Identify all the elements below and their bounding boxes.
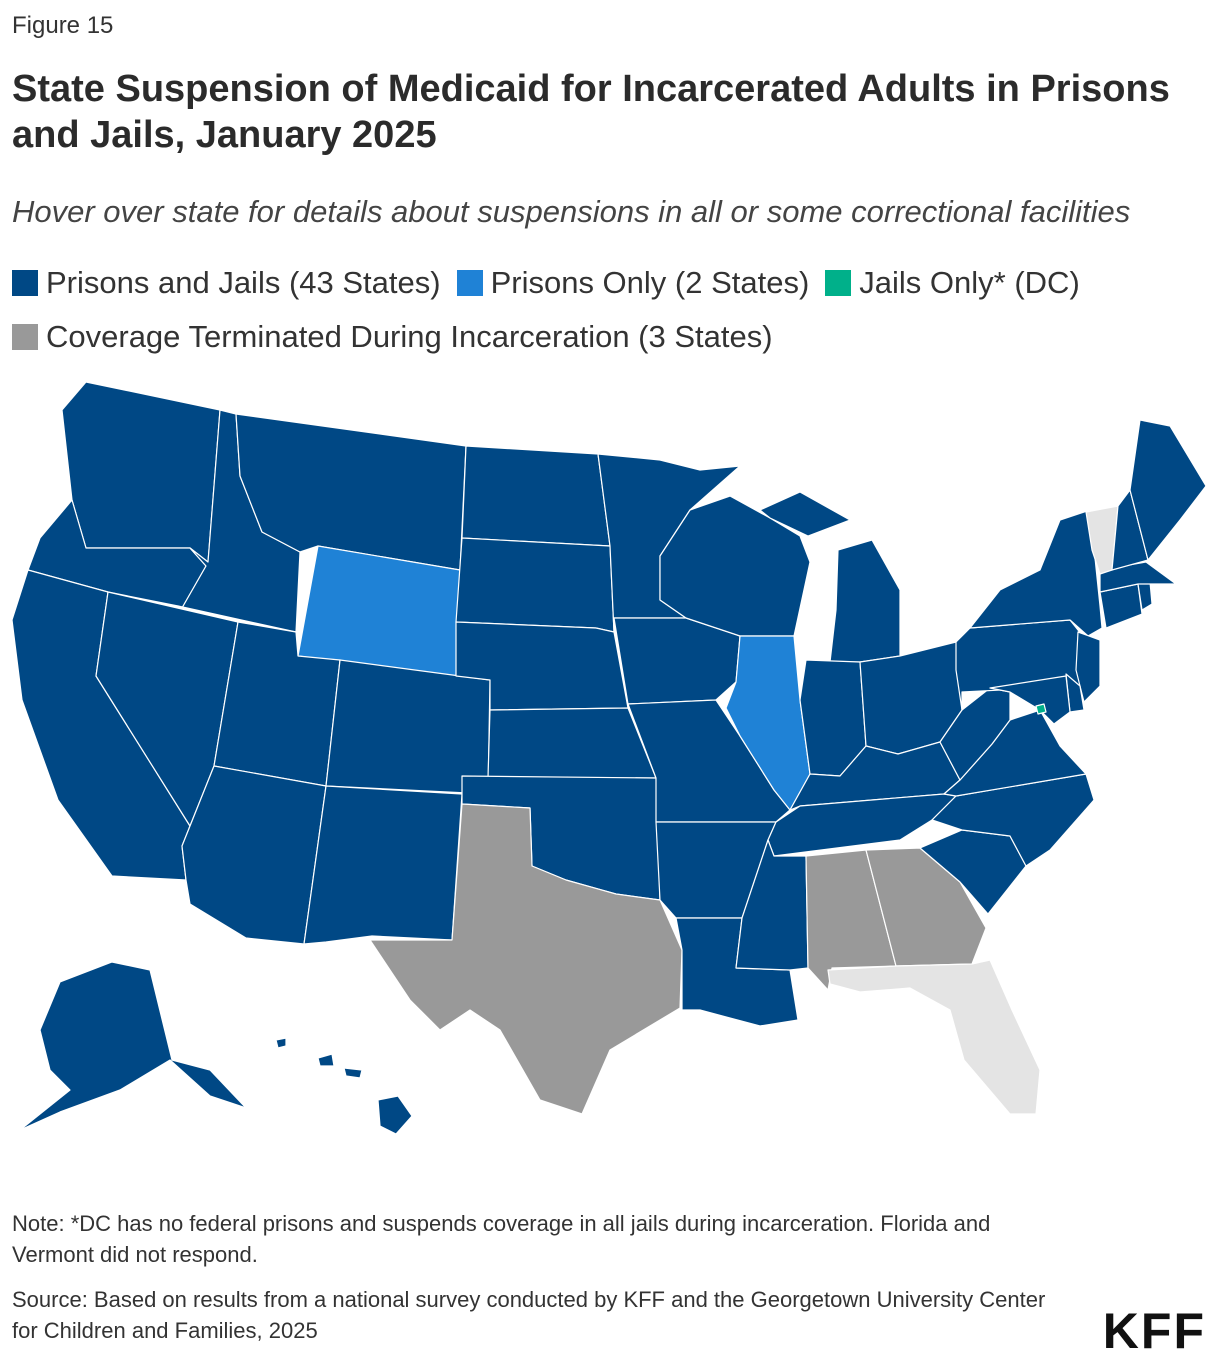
state-me[interactable]	[1129, 419, 1207, 561]
state-nj[interactable]	[1075, 631, 1101, 703]
figure-label: Figure 15	[12, 12, 114, 39]
state-tx[interactable]	[369, 803, 683, 1115]
legend-item-prisons-and-jails[interactable]: Prisons and Jails (43 States)	[12, 265, 441, 301]
state-ak[interactable]	[19, 961, 247, 1131]
state-hi[interactable]	[275, 1037, 413, 1135]
legend-item-terminated[interactable]: Coverage Terminated During Incarceration…	[12, 319, 773, 355]
state-md[interactable]	[989, 675, 1071, 725]
legend-swatch	[12, 324, 38, 350]
legend-item-jails-only[interactable]: Jails Only* (DC)	[825, 265, 1080, 301]
legend-swatch	[456, 270, 483, 296]
legend-swatch	[825, 270, 852, 296]
state-vt[interactable]	[1085, 505, 1119, 575]
legend-label: Jails Only* (DC)	[859, 265, 1080, 300]
state-ny[interactable]	[969, 509, 1103, 637]
legend-row-2: Coverage Terminated During Incarceration…	[12, 316, 1202, 358]
state-fl[interactable]	[827, 959, 1041, 1115]
us-map	[0, 370, 1220, 1150]
state-az[interactable]	[181, 765, 327, 945]
legend-label: Coverage Terminated During Incarceration…	[46, 319, 773, 354]
state-co[interactable]	[325, 659, 491, 795]
legend-item-prisons-only[interactable]: Prisons Only (2 States)	[456, 265, 810, 301]
us-map-svg	[11, 381, 1207, 1135]
state-wv[interactable]	[939, 687, 1011, 781]
state-wa[interactable]	[61, 381, 221, 563]
state-sd[interactable]	[455, 537, 615, 633]
legend-label: Prisons Only (2 States)	[490, 265, 810, 300]
chart-subtitle: Hover over state for details about suspe…	[12, 194, 1131, 229]
chart-note: Note: *DC has no federal prisons and sus…	[12, 1211, 991, 1267]
state-nd[interactable]	[461, 445, 611, 547]
state-il[interactable]	[725, 635, 811, 811]
legend-row-1: Prisons and Jails (43 States) Prisons On…	[12, 262, 1202, 304]
state-ia[interactable]	[613, 617, 741, 705]
legend-swatch	[12, 270, 38, 296]
state-ma[interactable]	[1099, 561, 1177, 593]
state-dc[interactable]	[1035, 703, 1047, 715]
kff-logo: KFF	[1102, 1303, 1206, 1359]
state-ks[interactable]	[487, 707, 657, 779]
chart-title: State Suspension of Medicaid for Incarce…	[12, 68, 1170, 156]
legend: Prisons and Jails (43 States) Prisons On…	[12, 262, 1202, 370]
state-nm[interactable]	[303, 785, 463, 945]
chart-source: Source: Based on results from a national…	[12, 1287, 1046, 1343]
state-wy[interactable]	[297, 545, 461, 677]
legend-label: Prisons and Jails (43 States)	[46, 265, 441, 300]
